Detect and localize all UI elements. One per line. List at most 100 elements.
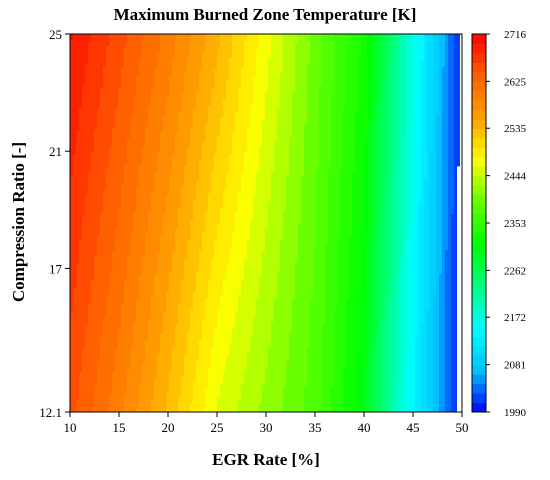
contour-cell: [376, 181, 382, 185]
contour-cell: [403, 139, 409, 143]
contour-cell: [292, 307, 310, 311]
contour-cell: [109, 274, 127, 278]
contour-cell: [223, 193, 238, 197]
contour-cell: [163, 232, 175, 236]
contour-cell: [406, 46, 412, 50]
contour-cell: [238, 208, 253, 212]
contour-cell: [319, 163, 331, 167]
contour-cell: [193, 214, 205, 218]
contour-cell: [427, 319, 433, 323]
contour-cell: [454, 79, 460, 83]
contour-cell: [379, 76, 385, 80]
contour-cell: [406, 43, 412, 47]
contour-cell: [319, 97, 331, 101]
contour-cell: [148, 226, 163, 230]
contour-cell: [364, 142, 370, 146]
contour-cell: [316, 244, 325, 248]
contour-cell: [109, 406, 124, 410]
contour-cell: [400, 115, 406, 119]
contour-cell: [331, 121, 343, 125]
contour-cell: [196, 379, 208, 383]
contour-cell: [175, 235, 190, 239]
contour-cell: [442, 175, 448, 179]
contour-cell: [85, 331, 103, 335]
contour-cell: [193, 202, 208, 206]
contour-cell: [307, 67, 322, 71]
contour-cell: [70, 124, 79, 128]
contour-cell: [388, 151, 394, 155]
contour-cell: [412, 253, 418, 257]
contour-cell: [118, 220, 133, 224]
contour-cell: [202, 55, 217, 59]
contour-cell: [388, 301, 394, 305]
contour-cell: [301, 211, 316, 215]
contour-cell: [427, 109, 433, 113]
contour-cell: [346, 43, 361, 47]
contour-cell: [364, 226, 370, 230]
colorbar-segment: [472, 241, 486, 252]
contour-cell: [355, 400, 364, 404]
contour-cell: [406, 100, 412, 104]
contour-cell: [295, 295, 313, 299]
contour-cell: [385, 76, 388, 80]
contour-cell: [370, 238, 373, 242]
contour-cell: [253, 322, 271, 326]
contour-cell: [436, 142, 442, 146]
contour-cell: [160, 40, 175, 44]
contour-cell: [106, 184, 121, 188]
contour-cell: [358, 94, 367, 98]
contour-cell: [334, 379, 343, 383]
contour-cell: [232, 145, 247, 149]
contour-cell: [391, 187, 397, 191]
contour-cell: [451, 382, 457, 386]
contour-cell: [226, 178, 241, 182]
contour-cell: [361, 238, 370, 242]
contour-cell: [199, 169, 214, 173]
contour-cell: [79, 382, 97, 386]
contour-cell: [358, 67, 367, 71]
contour-cell: [268, 355, 289, 359]
contour-cell: [424, 199, 430, 203]
contour-cell: [256, 55, 271, 59]
contour-cell: [70, 400, 76, 404]
contour-cell: [412, 337, 415, 341]
contour-cell: [175, 49, 190, 53]
contour-cell: [379, 283, 385, 287]
contour-cell: [100, 220, 118, 224]
contour-cell: [289, 166, 304, 170]
contour-cell: [124, 163, 142, 167]
contour-cell: [265, 115, 277, 119]
contour-cell: [289, 145, 304, 149]
colorbar-segment: [472, 100, 486, 111]
contour-cell: [253, 334, 271, 338]
contour-cell: [436, 280, 439, 284]
contour-cell: [229, 343, 250, 347]
contour-cell: [88, 316, 103, 320]
contour-cell: [289, 142, 304, 146]
contour-cell: [433, 106, 439, 110]
contour-cell: [259, 46, 271, 50]
contour-cell: [127, 382, 142, 386]
contour-cell: [232, 148, 247, 152]
contour-cell: [367, 262, 373, 266]
contour-cell: [178, 400, 193, 404]
contour-cell: [394, 289, 400, 293]
contour-cell: [397, 226, 403, 230]
contour-cell: [109, 403, 124, 407]
contour-cell: [118, 346, 130, 350]
contour-cell: [166, 307, 178, 311]
colorbar-segment: [472, 374, 486, 385]
contour-cell: [373, 55, 379, 59]
contour-cell: [334, 70, 346, 74]
contour-cell: [298, 247, 313, 251]
contour-cell: [271, 40, 283, 44]
contour-cell: [412, 106, 415, 110]
contour-cell: [157, 262, 172, 266]
contour-cell: [364, 382, 370, 386]
contour-cell: [211, 94, 226, 98]
contour-cell: [439, 40, 445, 44]
contour-cell: [154, 379, 169, 383]
contour-cell: [394, 88, 400, 92]
contour-cell: [172, 67, 187, 71]
contour-cell: [433, 322, 439, 326]
